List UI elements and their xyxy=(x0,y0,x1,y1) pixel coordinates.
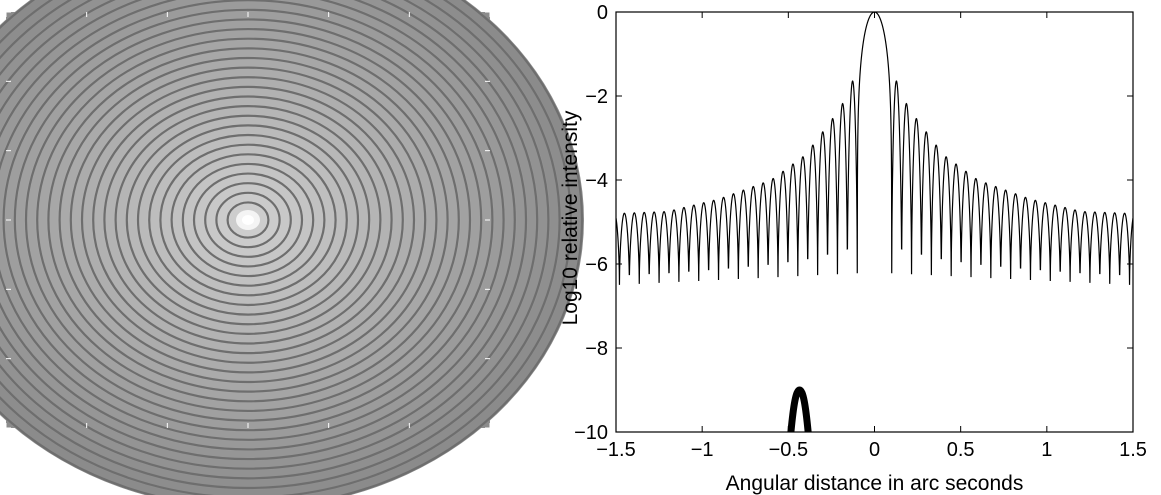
x-tick-label: 1 xyxy=(1041,439,1052,461)
ring-minimum xyxy=(159,143,337,297)
ring-minimum xyxy=(181,162,315,278)
x-tick-label: −0.5 xyxy=(769,439,808,461)
image-tick-marks xyxy=(5,11,491,429)
y-axis-label: Log10 relative intensity xyxy=(559,110,582,325)
y-tick-label: −4 xyxy=(585,170,608,192)
x-tick-label: −1.5 xyxy=(596,439,635,461)
ring-minimum xyxy=(0,0,583,495)
ring-minimum xyxy=(47,47,449,393)
ring-minimum xyxy=(0,0,561,489)
intensity-profile-panel: −1.5 −1 −0.5 0 0.5 1 1.5 −10 −8 −6 −4 −2 0 Angular … xyxy=(559,2,1147,495)
ring-minimum xyxy=(148,133,348,307)
diffraction-image-panel xyxy=(0,0,584,495)
ring-minimum xyxy=(192,172,304,268)
ring-minimum xyxy=(13,18,483,422)
ring-minimum xyxy=(36,37,460,403)
ring-minimum xyxy=(0,0,550,480)
central-peak-core xyxy=(242,215,254,225)
ring-minimum xyxy=(114,105,382,335)
ring-minimum xyxy=(24,27,472,413)
y-axis-ticks: −10 −8 −6 −4 −2 0 xyxy=(574,2,1133,444)
ring-minimum xyxy=(215,191,281,249)
ring-minimum xyxy=(69,66,427,374)
ring-minimum xyxy=(80,76,416,364)
ring-minimum xyxy=(0,0,505,441)
ring-minimum xyxy=(170,153,326,287)
ring-minimum xyxy=(2,8,494,432)
x-axis-label: Angular distance in arc seconds xyxy=(726,472,1024,495)
y-tick-label: −6 xyxy=(585,254,608,276)
ring-minimum xyxy=(0,0,528,461)
y-tick-label: −8 xyxy=(585,338,608,360)
ring-minimum xyxy=(226,201,270,239)
thick-arch-line xyxy=(787,386,812,432)
x-tick-label: 1.5 xyxy=(1119,439,1147,461)
ring-minimum xyxy=(58,56,438,384)
y-tick-label: 0 xyxy=(597,2,608,24)
diffraction-rings xyxy=(0,0,584,495)
x-axis-ticks: −1.5 −1 −0.5 0 0.5 1 1.5 xyxy=(596,12,1147,461)
intensity-profile-line xyxy=(616,12,1133,285)
ring-minimum xyxy=(0,0,572,495)
ring-minimum xyxy=(0,0,539,470)
y-tick-label: −2 xyxy=(585,86,608,108)
ring-minimum xyxy=(136,124,360,316)
x-tick-label: 0 xyxy=(869,439,880,461)
y-tick-label: −10 xyxy=(574,422,608,444)
ring-minimum xyxy=(92,85,404,355)
x-tick-label: −1 xyxy=(691,439,714,461)
ring-minimum xyxy=(204,182,292,258)
ring-minimum xyxy=(0,0,516,451)
plot-frame xyxy=(615,11,1134,433)
x-tick-label: 0.5 xyxy=(947,439,975,461)
ring-minimum xyxy=(103,95,393,345)
ring-minimum xyxy=(125,114,371,326)
